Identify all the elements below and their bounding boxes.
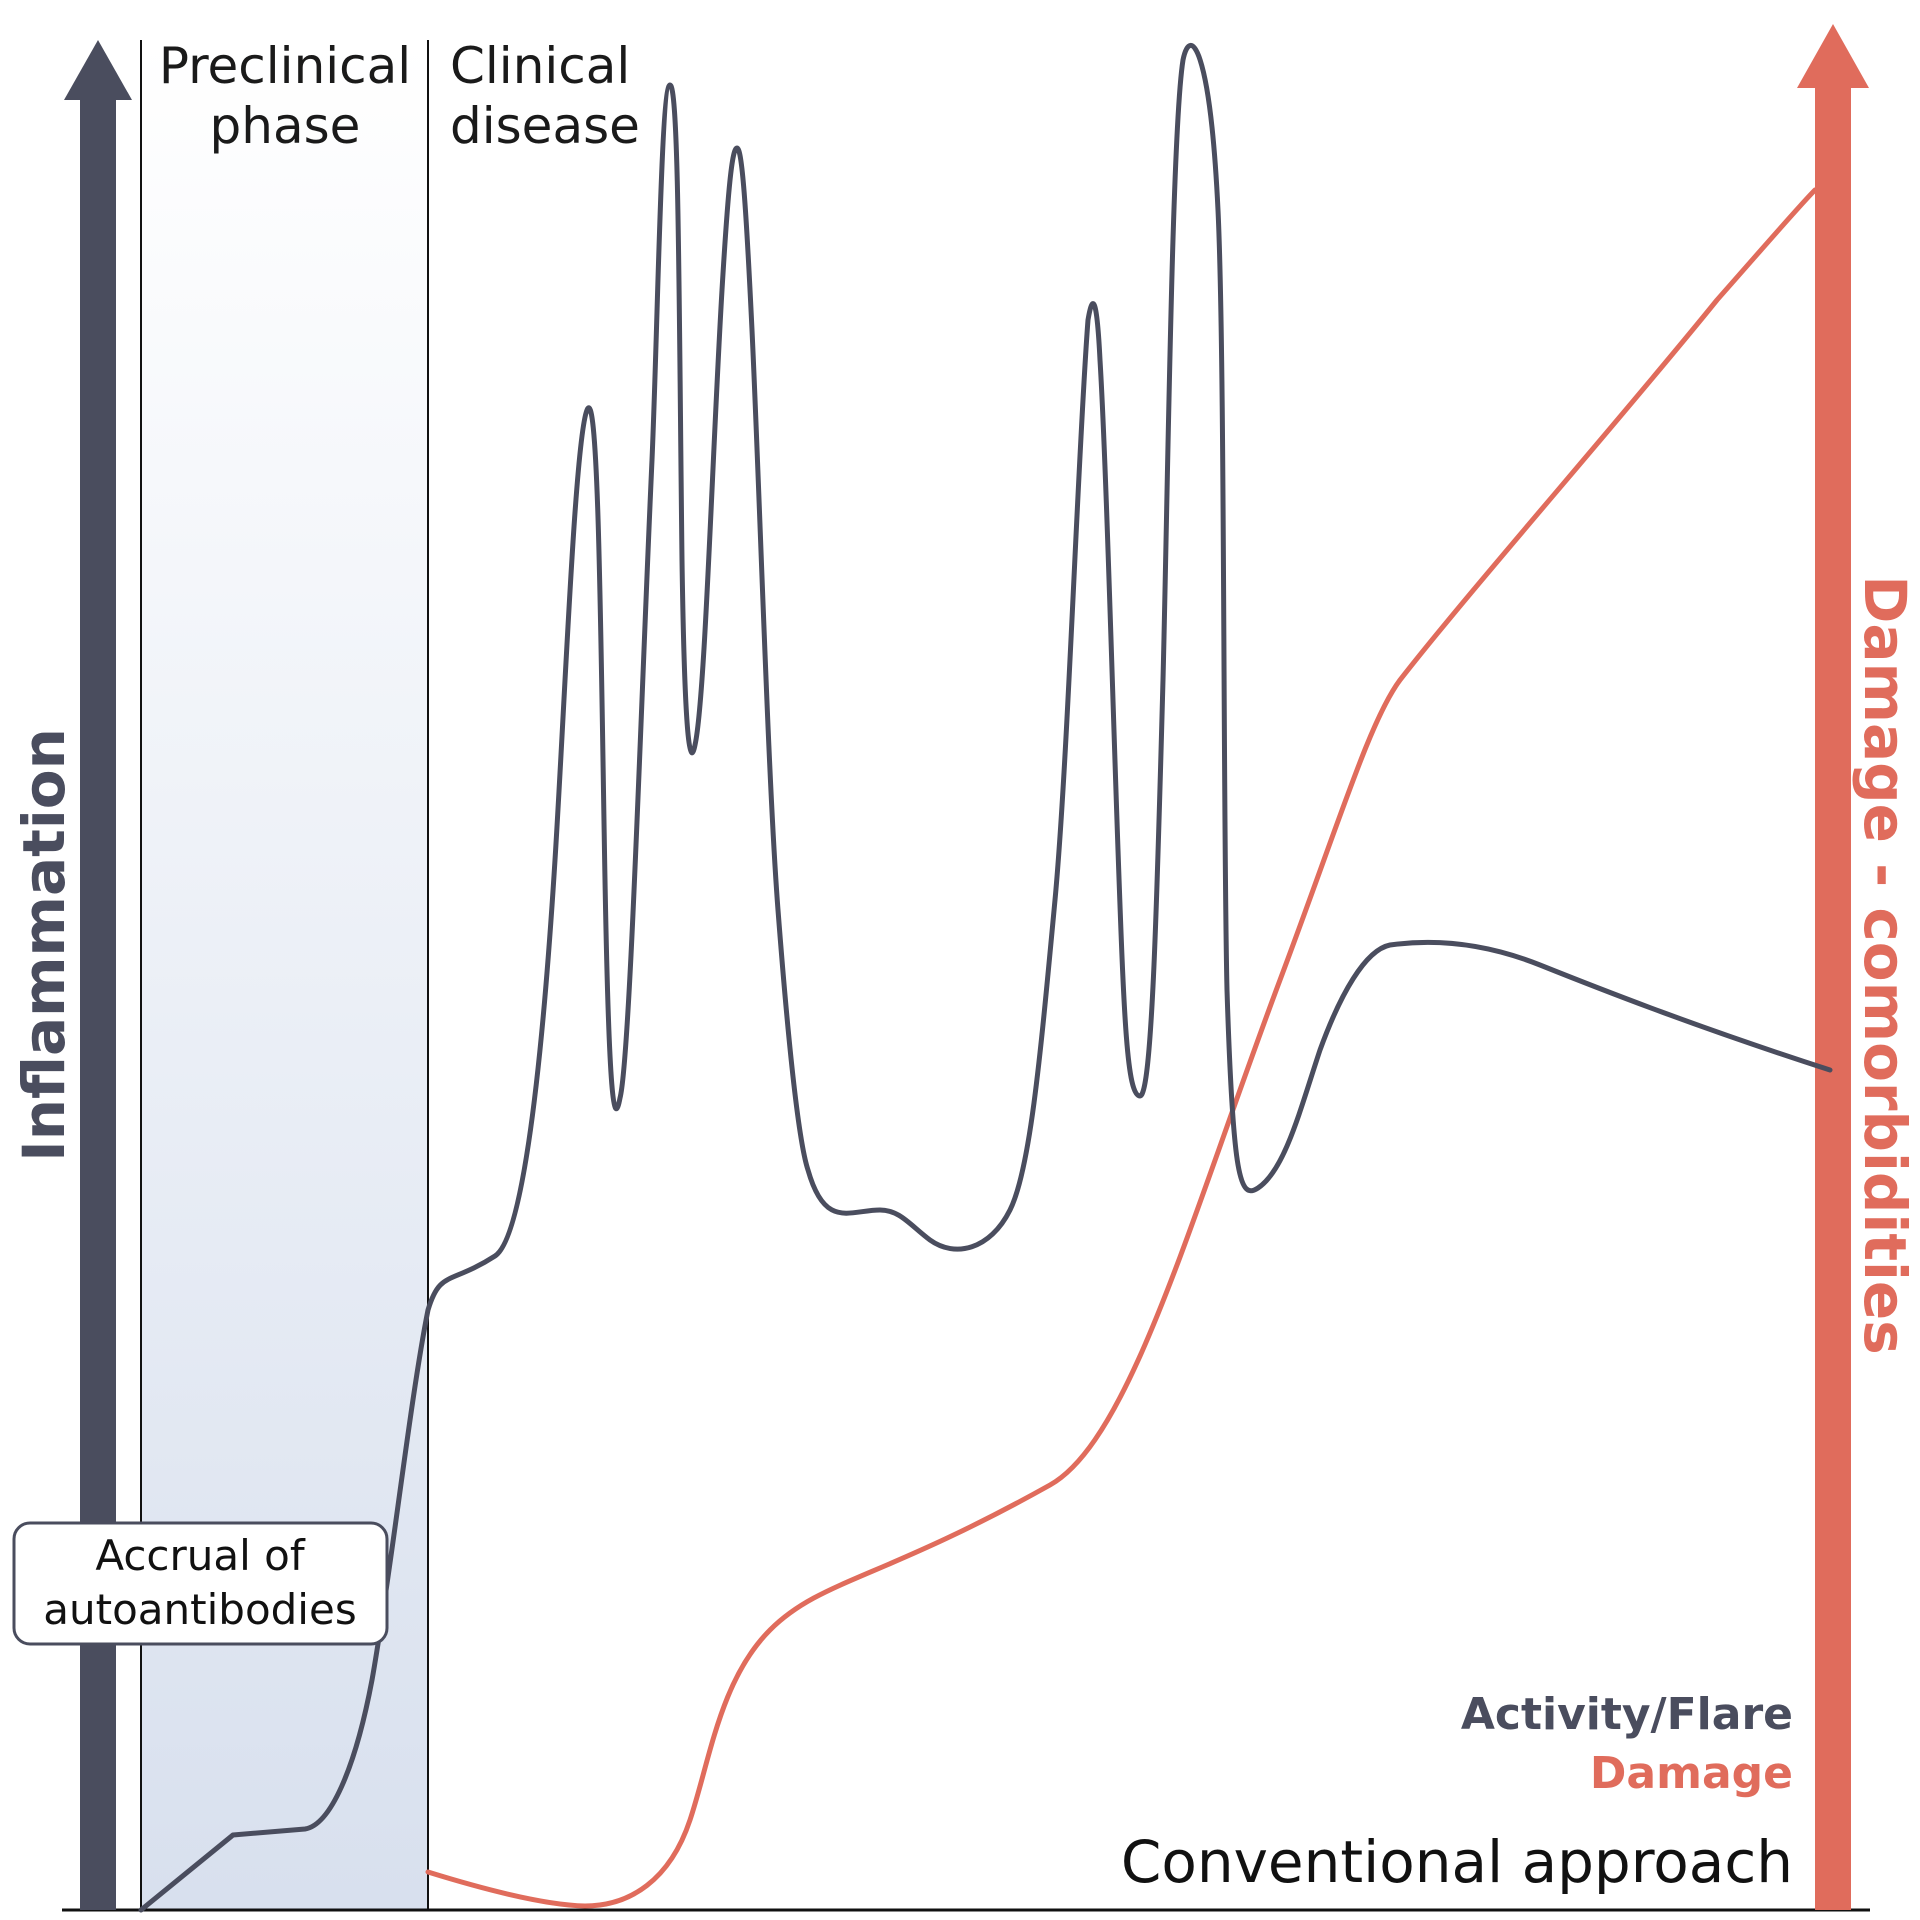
callout-line1: Accrual of: [95, 1531, 306, 1580]
approach-label: Conventional approach: [1121, 1828, 1793, 1896]
callout-box: [12, 1521, 389, 1646]
damage-axis-arrow: [1797, 24, 1869, 1910]
preclinical-label-line1: Preclinical: [159, 37, 411, 95]
clinical-label-line2: disease: [450, 97, 640, 155]
autoantibodies-callout: Accrual of autoantibodies: [12, 1521, 389, 1646]
activity-flare-curve: [138, 42, 1833, 1913]
legend-damage: Damage: [1590, 1748, 1793, 1799]
callout-line2: autoantibodies: [43, 1585, 356, 1634]
preclinical-label-line2: phase: [210, 97, 361, 155]
legend-activity-flare: Activity/Flare: [1461, 1689, 1793, 1740]
clinical-label-line1: Clinical: [450, 37, 630, 95]
damage-curve: [425, 187, 1818, 1909]
damage-axis-title: Damage - comorbidities: [1851, 575, 1919, 1355]
inflammation-axis-title: Inflammation: [10, 728, 78, 1162]
